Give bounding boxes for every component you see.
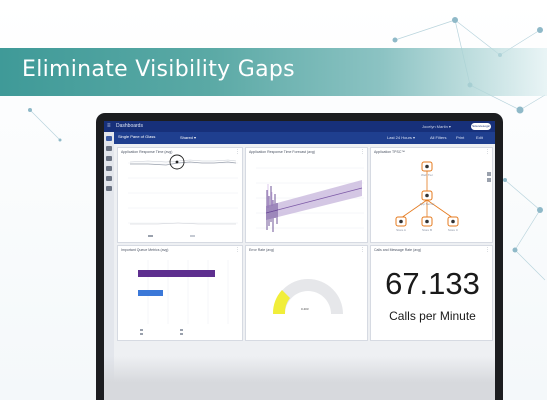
user-menu[interactable]: Jocelyn Martin ▾ bbox=[422, 124, 451, 129]
panel-menu-icon[interactable]: ⋮ bbox=[235, 149, 240, 155]
calls-value: 67.133 bbox=[385, 266, 480, 301]
edit-button[interactable]: Edit bbox=[476, 135, 483, 140]
side-rail bbox=[104, 132, 114, 400]
time-range-select[interactable]: Last 24 Hours ▾ bbox=[387, 135, 416, 140]
dashboard-screen: ≡ Dashboards Jocelyn Martin ▾ ScienceLog… bbox=[104, 121, 495, 400]
services-nav-icon[interactable] bbox=[106, 166, 112, 171]
panel-menu-icon[interactable]: ⋮ bbox=[360, 247, 365, 253]
topology-panel: Application TPSC™ ⋮ bbox=[370, 147, 493, 243]
error-rate-gauge bbox=[272, 279, 343, 314]
sharing-select[interactable]: Shared ▾ bbox=[180, 135, 197, 140]
dashboard-nav-icon[interactable] bbox=[106, 136, 112, 141]
topology-label-app: App Server bbox=[419, 202, 434, 206]
topology-label-store-a: Store A bbox=[396, 228, 406, 232]
panel-menu-icon[interactable]: ⋮ bbox=[360, 149, 365, 155]
dashboard-toolbar: Single Pane of Glass Shared ▾ Last 24 Ho… bbox=[114, 132, 495, 144]
queue-bar-blue bbox=[138, 290, 163, 296]
laptop-bezel: ≡ Dashboards Jocelyn Martin ▾ ScienceLog… bbox=[96, 113, 503, 400]
topology-label-web: Web Tier bbox=[421, 173, 433, 177]
forecast-title: Application Response Time Forecast (avg) bbox=[249, 150, 315, 154]
filters-button[interactable]: All Filters bbox=[430, 135, 447, 140]
headline-banner: Eliminate Visibility Gaps bbox=[0, 48, 547, 96]
zoom-in-icon[interactable] bbox=[487, 172, 491, 176]
zoom-out-icon[interactable] bbox=[487, 178, 491, 182]
calls-panel: Calls and Message Rate (avg) ⋮ 67.133 Ca… bbox=[370, 245, 493, 341]
headline-title: Eliminate Visibility Gaps bbox=[22, 57, 295, 82]
queue-metrics-title: Important Queue Metrics (avg) bbox=[121, 248, 169, 252]
queue-metrics-panel: Important Queue Metrics (avg) ⋮ bbox=[117, 245, 243, 341]
error-rate-panel: Error Rate (avg) ⋮ 0.403 bbox=[245, 245, 368, 341]
events-nav-icon[interactable] bbox=[106, 156, 112, 161]
response-time-chart bbox=[128, 154, 238, 237]
dashboard-tab[interactable]: Single Pane of Glass bbox=[118, 134, 156, 139]
error-rate-value: 0.403 bbox=[301, 307, 309, 311]
response-time-panel: Application Response Time (avg) ⋮ bbox=[117, 147, 243, 243]
calls-title: Calls and Message Rate (avg) bbox=[374, 248, 422, 252]
topology-label-store-c: Store C bbox=[448, 228, 459, 232]
panel-menu-icon[interactable]: ⋮ bbox=[235, 247, 240, 253]
hamburger-menu-icon[interactable]: ≡ bbox=[107, 123, 111, 129]
brand-logo: ScienceLogic bbox=[471, 123, 491, 130]
panel-menu-icon[interactable]: ⋮ bbox=[485, 149, 490, 155]
queue-bar-purple bbox=[138, 270, 215, 277]
devices-nav-icon[interactable] bbox=[106, 146, 112, 151]
app-title: Dashboards bbox=[116, 123, 143, 129]
topology-label-store-b: Store B bbox=[422, 228, 432, 232]
settings-nav-icon[interactable] bbox=[106, 186, 112, 191]
reports-nav-icon[interactable] bbox=[106, 176, 112, 181]
app-header: ≡ Dashboards Jocelyn Martin ▾ ScienceLog… bbox=[104, 121, 495, 132]
error-rate-title: Error Rate (avg) bbox=[249, 248, 275, 252]
screen-bottom-fade bbox=[104, 356, 495, 400]
calls-caption: Calls per Minute bbox=[389, 309, 476, 323]
response-time-title: Application Response Time (avg) bbox=[121, 150, 173, 154]
panel-menu-icon[interactable]: ⋮ bbox=[485, 247, 490, 253]
forecast-panel: Application Response Time Forecast (avg)… bbox=[245, 147, 368, 243]
topology-title: Application TPSC™ bbox=[374, 150, 405, 154]
forecast-chart bbox=[256, 167, 364, 232]
print-button[interactable]: Print bbox=[456, 135, 465, 140]
queue-metrics-chart bbox=[138, 260, 229, 335]
topology-graph: Web Tier App Server Store A Store B Stor… bbox=[395, 161, 491, 232]
